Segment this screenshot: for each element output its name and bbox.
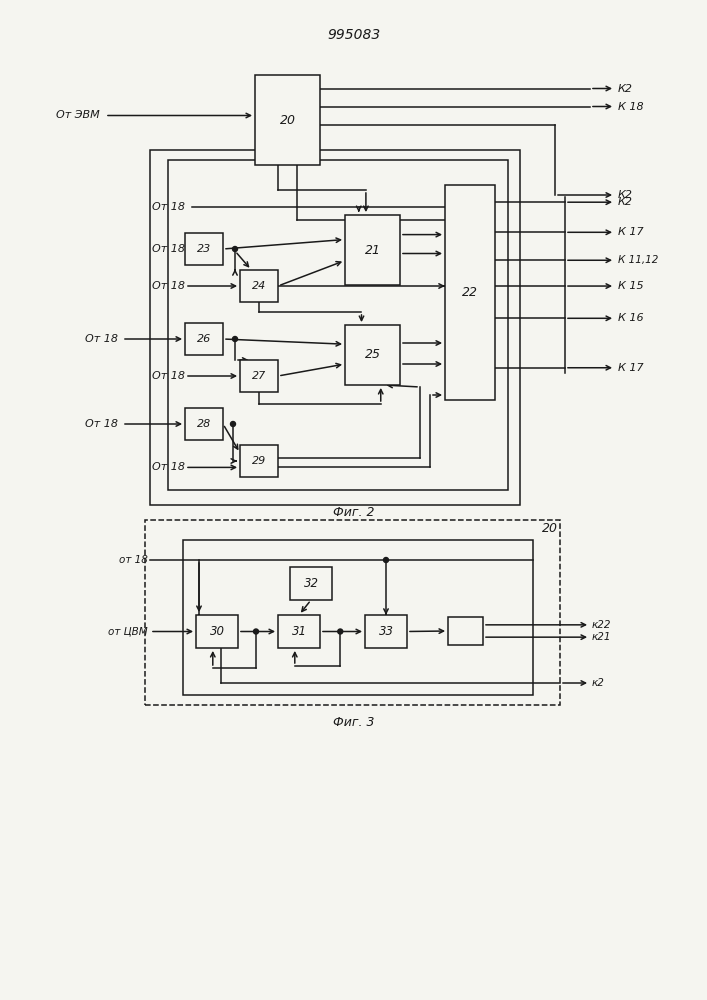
- Text: от 18: от 18: [119, 555, 148, 565]
- Bar: [185, 323, 223, 355]
- Text: Oт 18: Oт 18: [152, 371, 185, 381]
- Text: 23: 23: [197, 244, 211, 254]
- Bar: [345, 215, 400, 285]
- Text: 33: 33: [378, 625, 394, 638]
- Text: 995083: 995083: [327, 28, 380, 42]
- Text: 28: 28: [197, 419, 211, 429]
- Text: 30: 30: [209, 625, 225, 638]
- Text: Фиг. 2: Фиг. 2: [333, 506, 375, 518]
- Text: от ЦВМ: от ЦВМ: [108, 626, 148, 637]
- Bar: [185, 408, 223, 440]
- Circle shape: [338, 629, 343, 634]
- Text: 22: 22: [462, 286, 478, 299]
- Text: 31: 31: [291, 625, 307, 638]
- Bar: [445, 185, 495, 400]
- Text: 21: 21: [365, 243, 380, 256]
- Text: К 17: К 17: [618, 227, 643, 237]
- Text: К2: К2: [618, 190, 633, 200]
- Bar: [196, 615, 238, 648]
- Bar: [185, 233, 223, 265]
- Bar: [183, 540, 533, 695]
- Text: 20: 20: [279, 113, 296, 126]
- Bar: [240, 445, 278, 477]
- Text: 26: 26: [197, 334, 211, 344]
- Bar: [168, 160, 508, 490]
- Text: Oт 18: Oт 18: [152, 462, 185, 472]
- Text: От ЭВМ: От ЭВМ: [57, 110, 100, 120]
- Text: К 11,12: К 11,12: [618, 255, 658, 265]
- Text: Oт 18: Oт 18: [152, 202, 185, 212]
- Circle shape: [230, 422, 235, 426]
- Bar: [145, 520, 560, 705]
- Circle shape: [254, 629, 259, 634]
- Text: 32: 32: [303, 577, 318, 590]
- Text: К 16: К 16: [618, 313, 643, 323]
- Text: К 17: К 17: [618, 363, 643, 373]
- Bar: [255, 75, 320, 165]
- Circle shape: [233, 246, 238, 251]
- Text: 27: 27: [252, 371, 266, 381]
- Text: Oт 18: Oт 18: [152, 281, 185, 291]
- Circle shape: [233, 336, 238, 342]
- Text: 25: 25: [365, 349, 380, 361]
- Text: к2: к2: [592, 678, 605, 688]
- Bar: [290, 567, 332, 600]
- Text: Oт 18: Oт 18: [85, 419, 118, 429]
- Bar: [365, 615, 407, 648]
- Text: Oт 18: Oт 18: [85, 334, 118, 344]
- Bar: [278, 615, 320, 648]
- Text: Фиг. 3: Фиг. 3: [333, 716, 375, 728]
- Text: 20: 20: [542, 522, 558, 535]
- Bar: [240, 360, 278, 392]
- Text: К 18: К 18: [618, 102, 643, 111]
- Text: 29: 29: [252, 456, 266, 466]
- Circle shape: [383, 558, 389, 562]
- Text: К2: К2: [618, 84, 633, 94]
- Bar: [150, 150, 520, 505]
- Text: К2: К2: [618, 197, 633, 207]
- Bar: [448, 617, 483, 645]
- Text: к22: к22: [592, 620, 612, 630]
- Text: 24: 24: [252, 281, 266, 291]
- Text: Oт 18: Oт 18: [152, 244, 185, 254]
- Text: К 15: К 15: [618, 281, 643, 291]
- Bar: [240, 270, 278, 302]
- Bar: [345, 325, 400, 385]
- Text: к21: к21: [592, 632, 612, 642]
